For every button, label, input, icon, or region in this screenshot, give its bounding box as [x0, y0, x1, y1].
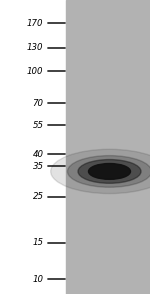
Text: 10: 10	[33, 275, 43, 284]
Ellipse shape	[51, 149, 150, 193]
Ellipse shape	[88, 163, 130, 179]
Bar	[66, 0, 150, 294]
Bar	[0, 0, 66, 294]
Text: 170: 170	[27, 19, 44, 28]
Text: 35: 35	[33, 162, 43, 171]
Text: 25: 25	[33, 192, 43, 201]
Text: 130: 130	[27, 43, 44, 52]
Ellipse shape	[68, 156, 150, 187]
Text: 15: 15	[33, 238, 43, 247]
Ellipse shape	[78, 160, 141, 183]
Text: 40: 40	[33, 150, 43, 158]
Text: 70: 70	[33, 99, 43, 108]
Text: 55: 55	[33, 121, 43, 130]
Text: 100: 100	[27, 67, 44, 76]
